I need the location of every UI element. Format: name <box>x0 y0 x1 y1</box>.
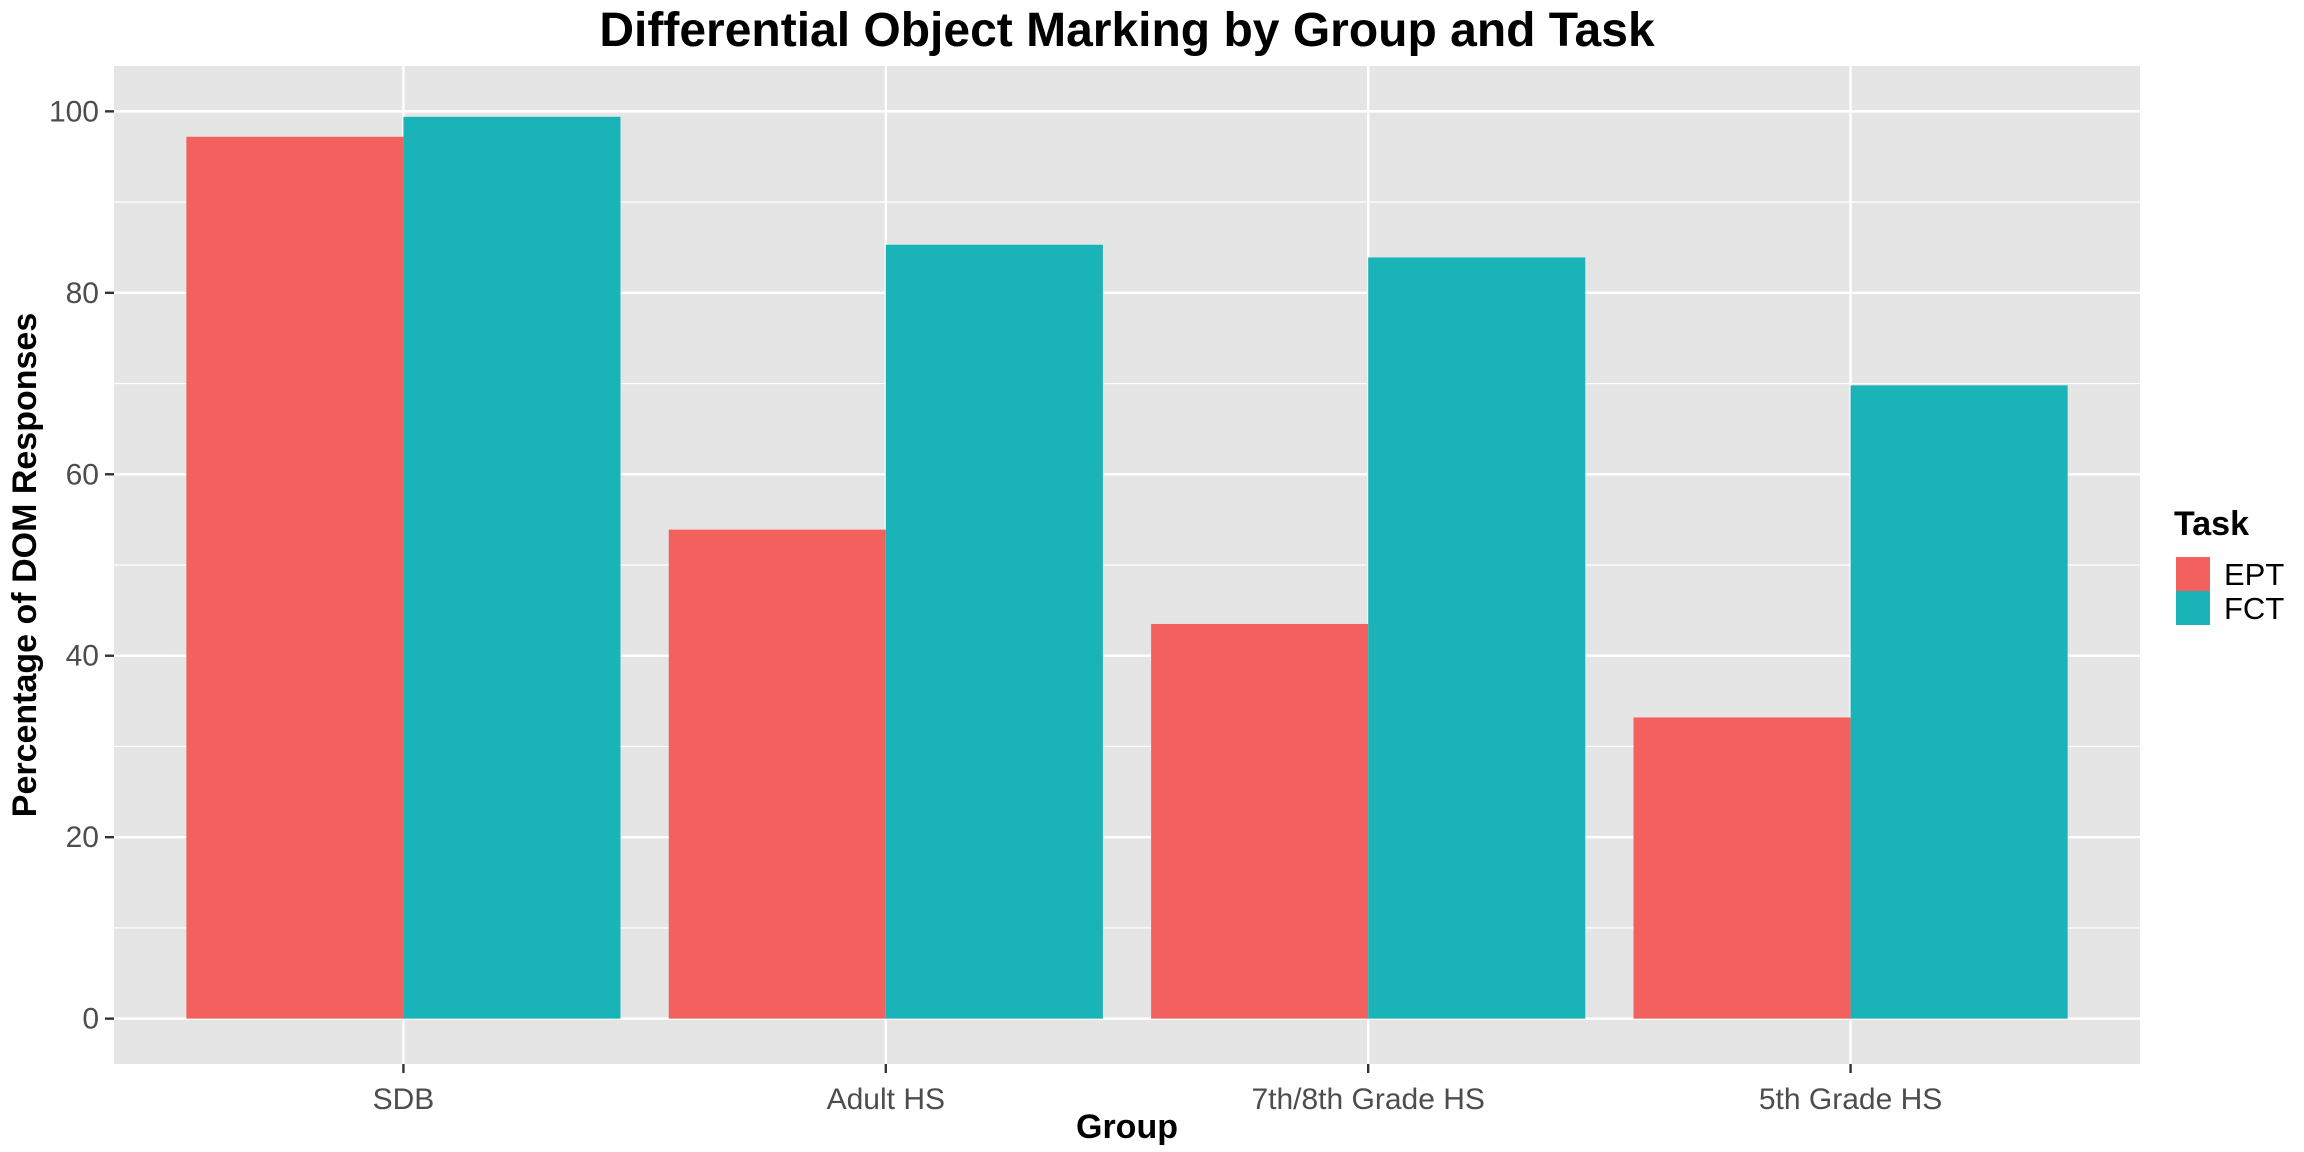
x-tick-label: Adult HS <box>827 1083 945 1116</box>
y-tick-label: 100 <box>49 95 99 128</box>
legend-label-fct: FCT <box>2224 591 2284 626</box>
y-tick-label: 60 <box>66 458 99 491</box>
bar-fct-1 <box>885 244 1103 1019</box>
x-axis-ticks: SDB Adult HS 7th/8th Grade HS 5th Grade HS <box>373 1064 1942 1116</box>
y-tick-label: 80 <box>66 277 99 310</box>
bars <box>186 116 2068 1019</box>
bar-ept-0 <box>186 136 404 1019</box>
legend-key-ept <box>2176 557 2210 591</box>
bar-fct-2 <box>1368 257 1586 1019</box>
legend-key-fct <box>2176 591 2210 625</box>
bar-ept-3 <box>1633 717 1851 1019</box>
bar-ept-1 <box>668 529 886 1019</box>
y-axis-ticks: 0 20 40 60 80 100 <box>49 95 114 1036</box>
legend-label-ept: EPT <box>2224 557 2284 592</box>
y-tick-label: 20 <box>66 821 99 854</box>
bar-fct-3 <box>1850 385 2068 1019</box>
x-axis-title: Group <box>1076 1108 1178 1146</box>
x-tick-label: SDB <box>373 1083 435 1116</box>
y-tick-label: 40 <box>66 640 99 673</box>
y-axis-title: Percentage of DOM Responses <box>6 313 44 817</box>
legend-title: Task <box>2174 505 2249 543</box>
x-tick-label: 7th/8th Grade HS <box>1251 1083 1484 1116</box>
bar-ept-2 <box>1151 623 1369 1019</box>
chart-title: Differential Object Marking by Group and… <box>599 4 1655 57</box>
y-tick-label: 0 <box>82 1003 99 1036</box>
bar-fct-0 <box>403 116 621 1019</box>
x-tick-label: 5th Grade HS <box>1759 1083 1942 1116</box>
